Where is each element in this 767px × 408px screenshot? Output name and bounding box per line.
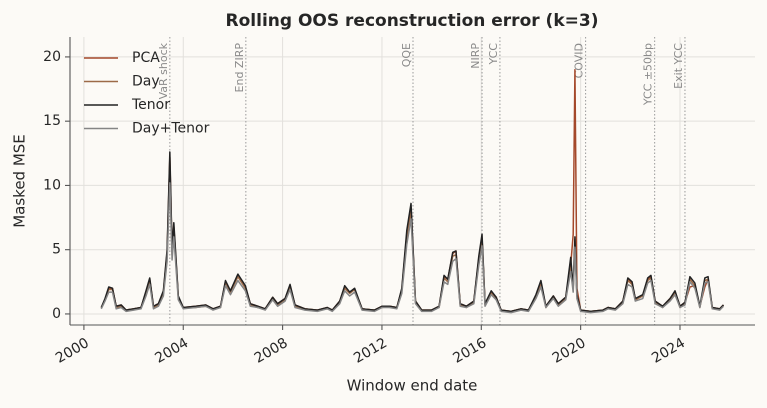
event-label: End ZIRP	[233, 43, 246, 93]
y-tick-label: 0	[52, 306, 61, 322]
series-line	[100, 182, 724, 314]
legend-label: PCA	[132, 50, 160, 66]
event-label: VaR shock	[157, 42, 170, 99]
x-axis-label: Window end date	[347, 377, 478, 395]
event-label: Exit YCC	[672, 43, 685, 89]
y-tick-label: 20	[43, 49, 61, 65]
event-label: YCC	[487, 43, 500, 66]
y-tick-label: 5	[52, 242, 61, 258]
y-tick-label: 15	[43, 113, 61, 129]
y-axis-label: Masked MSE	[11, 134, 29, 228]
event-label: NIRP	[469, 43, 482, 69]
event-label: COVID	[573, 43, 586, 78]
event-label: YCC ±50bp	[642, 43, 655, 106]
legend-label: Day	[132, 74, 160, 90]
event-label: QQE	[400, 43, 413, 67]
legend-label: Tenor	[131, 97, 170, 113]
chart-title: Rolling OOS reconstruction error (k=3)	[226, 11, 599, 31]
y-tick-label: 10	[43, 177, 61, 193]
legend-label: Day+Tenor	[132, 121, 210, 137]
